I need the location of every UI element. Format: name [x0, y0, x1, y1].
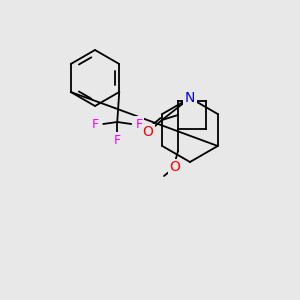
Text: F: F: [136, 118, 143, 130]
Text: F: F: [92, 118, 99, 130]
Text: O: O: [169, 160, 180, 174]
Text: F: F: [114, 134, 121, 146]
Text: N: N: [185, 91, 195, 105]
Text: O: O: [142, 125, 153, 139]
